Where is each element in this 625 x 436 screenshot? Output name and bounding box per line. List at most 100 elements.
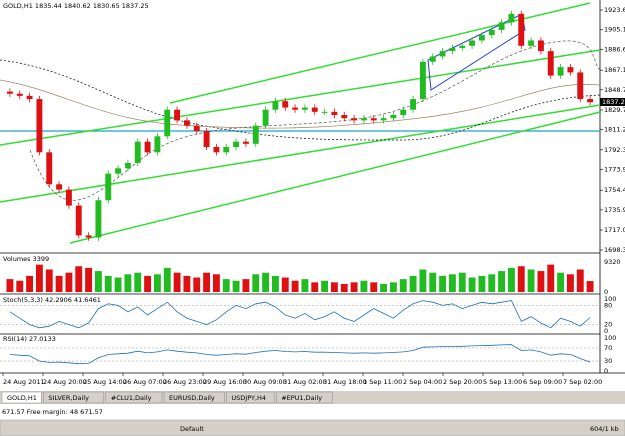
candle	[469, 40, 476, 46]
volume-bar	[281, 277, 289, 292]
tab-label[interactable]: #EPU1,Daily	[281, 394, 322, 402]
time-label: 2 Sep 20:00	[443, 378, 482, 386]
tab[interactable]	[163, 391, 225, 404]
panel-title: RSI(14) 27.0133	[3, 335, 56, 343]
price-label: 1698.30	[604, 246, 625, 254]
volume-bar	[370, 282, 378, 292]
volume-bar	[252, 274, 260, 292]
candle	[331, 111, 338, 116]
candle	[174, 109, 181, 121]
volume-bar	[153, 274, 161, 292]
candle	[537, 40, 544, 52]
time-label: 5 Sep 13:00	[483, 378, 522, 386]
volume-bar	[448, 274, 456, 292]
candle	[105, 173, 112, 201]
terminal-text: 671.57 Free margin: 48 671.57	[2, 408, 103, 416]
panel-axis-label: 0	[604, 367, 608, 375]
volume-bar	[340, 283, 348, 292]
panel-axis-label: 0	[604, 327, 608, 335]
candle	[46, 152, 53, 185]
volume-bar	[419, 269, 427, 292]
candle	[587, 99, 594, 103]
panel-axis-label: 9320	[604, 258, 621, 266]
volume-bar	[163, 267, 171, 292]
current-price: 1837.25	[602, 98, 625, 106]
tab[interactable]	[43, 391, 105, 404]
volume-bar	[311, 282, 319, 292]
stoch-line	[9, 300, 591, 329]
price-label: 1792.35	[604, 146, 625, 154]
volume-bar	[566, 274, 574, 292]
volume-bar	[360, 280, 368, 292]
panel-axis-label: 0	[604, 288, 608, 296]
tab-label[interactable]: #CLU1,Daily	[111, 394, 152, 402]
tab[interactable]	[275, 391, 333, 404]
moving-average	[29, 40, 601, 201]
tab-label[interactable]: EURUSD,Daily	[169, 394, 215, 402]
volume-bar	[527, 269, 535, 292]
panel-axis-label: 80	[604, 301, 612, 309]
candle	[400, 109, 407, 116]
blue-channel	[427, 13, 526, 91]
candle	[242, 141, 249, 144]
volume-bar	[75, 266, 83, 292]
price-label: 1754.40	[604, 186, 625, 194]
time-label: 24 Aug 20:00	[43, 378, 87, 386]
candle	[272, 101, 279, 110]
candle	[154, 136, 161, 153]
volume-bar	[55, 275, 63, 292]
volume-bar	[104, 275, 112, 292]
volume-bar	[94, 271, 102, 292]
price-label: 1773.90	[604, 165, 625, 173]
tab-label[interactable]: USDJPY,H4	[231, 394, 266, 402]
volume-bar	[45, 269, 53, 292]
volume-bar	[576, 269, 584, 292]
candle	[439, 51, 446, 57]
volume-bar	[124, 274, 132, 292]
candle	[134, 141, 141, 163]
candle	[115, 168, 122, 174]
candle	[252, 125, 259, 144]
tab[interactable]	[226, 391, 275, 404]
candle	[65, 189, 72, 206]
price-label: 1848.70	[604, 86, 625, 94]
candle	[233, 141, 240, 147]
tab[interactable]	[1, 391, 42, 404]
candle	[292, 107, 299, 110]
time-label: 25 Aug 14:00	[83, 378, 127, 386]
candle	[183, 120, 190, 126]
price-label: 1867.15	[604, 66, 625, 74]
status-profile: Default	[180, 425, 204, 433]
volume-bar	[262, 272, 270, 292]
candle	[85, 235, 92, 238]
tab[interactable]	[105, 391, 163, 404]
candle	[16, 93, 23, 96]
volume-bar	[389, 282, 397, 292]
candle	[449, 47, 456, 52]
candle	[75, 205, 82, 236]
volume-bar	[232, 280, 240, 292]
volume-bar	[458, 272, 466, 292]
time-label: 7 Sep 02:00	[563, 378, 602, 386]
candle	[508, 13, 515, 23]
tab-label[interactable]: GOLD,H1	[7, 394, 37, 402]
time-label: 1 Sep 11:00	[363, 378, 402, 386]
candle	[164, 109, 171, 137]
volume-bar	[301, 279, 309, 292]
terminal-panel	[0, 404, 625, 420]
candle	[567, 67, 574, 73]
panel-title: Stoch(5,3,3) 42.2906 41.6461	[3, 296, 101, 304]
panel-axis-label: 100	[604, 295, 616, 303]
volume-bar	[242, 279, 250, 292]
candle	[429, 56, 436, 62]
volume-bar	[488, 274, 496, 292]
panel-axis-label: 70	[604, 344, 612, 352]
tab-label[interactable]: SILVER,Daily	[48, 394, 89, 402]
time-label: 6 Sep 09:00	[523, 378, 562, 386]
panel-axis-label: 100	[604, 334, 616, 342]
volume-bar	[399, 279, 407, 292]
volume-bar	[291, 280, 299, 292]
candle	[459, 45, 466, 48]
time-label: 24 Aug 2011	[3, 378, 45, 386]
